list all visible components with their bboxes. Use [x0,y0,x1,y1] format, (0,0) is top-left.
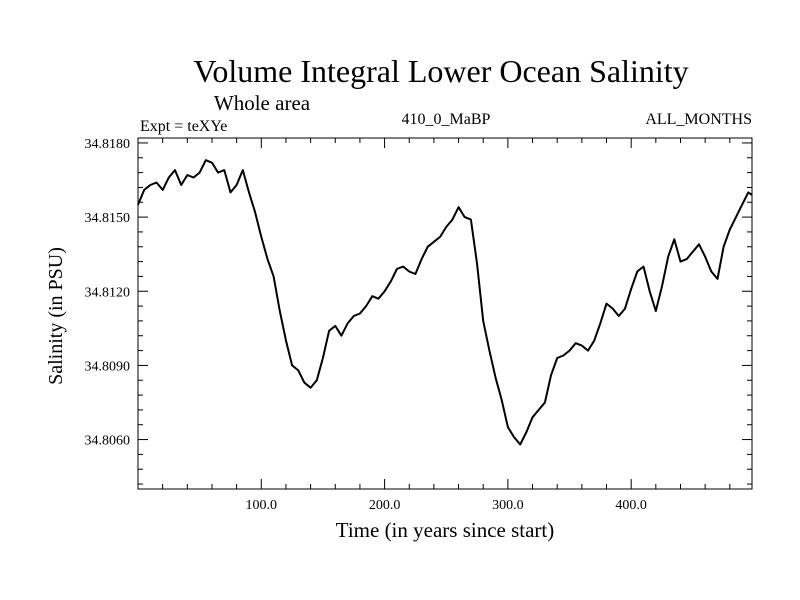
y-axis-label: Salinity (in PSU) [45,247,67,385]
y-tick-label: 34.8180 [85,137,131,152]
x-tick-label: 300.0 [492,498,524,513]
x-tick-label: 100.0 [246,498,278,513]
chart-title: Volume Integral Lower Ocean Salinity [193,53,688,89]
y-tick-label: 34.8150 [85,211,131,226]
y-tick-label: 34.8060 [85,434,131,449]
chart-subtitle: Whole area [214,91,311,115]
x-tick-label: 200.0 [369,498,401,513]
y-tick-label: 34.8090 [85,359,131,374]
plot-frame [137,137,753,490]
y-tick-label: 34.8120 [85,285,131,300]
axis-ticks [138,138,752,489]
experiment-label: Expt = teXYe [140,118,227,135]
period-label: 410_0_MaBP [402,111,491,128]
months-label: ALL_MONTHS [645,111,752,128]
axis-tick-labels: 100.0 200.0 300.0 400.0 34.8060 34.8090 34.812… [85,137,647,513]
x-tick-label: 400.0 [615,498,647,513]
salinity-series-line [137,159,753,446]
x-axis-label: Time (in years since start) [336,518,555,542]
